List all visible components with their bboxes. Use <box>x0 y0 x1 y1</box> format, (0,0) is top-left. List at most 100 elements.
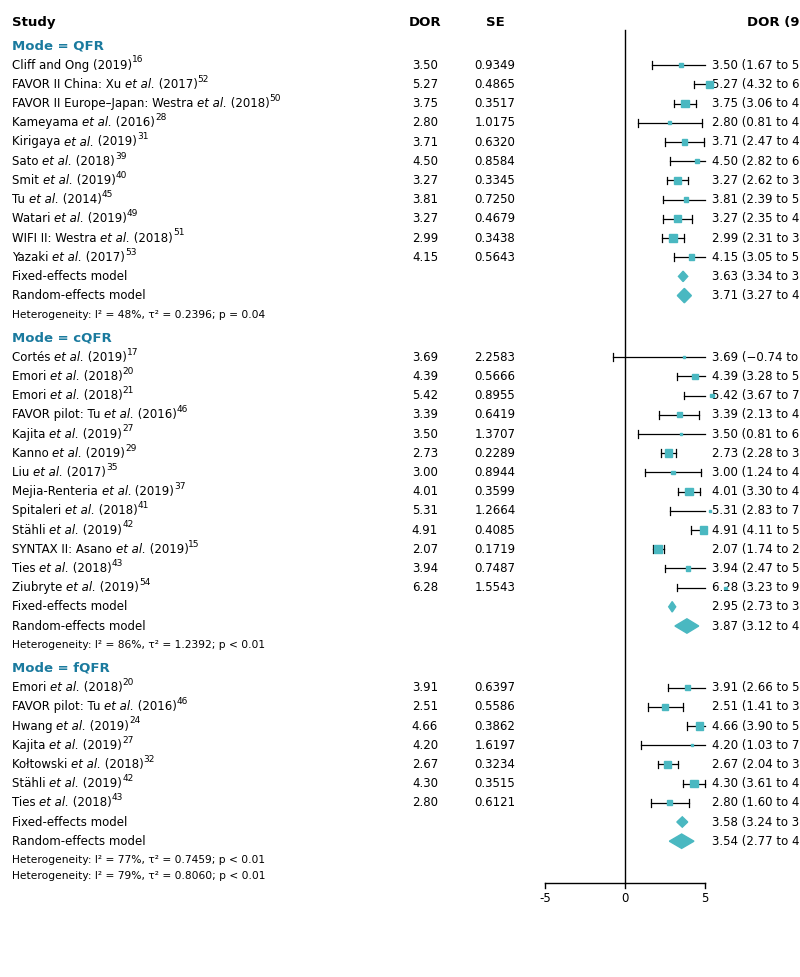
Text: FAVOR II China: Xu: FAVOR II China: Xu <box>12 78 125 91</box>
Text: 4.01: 4.01 <box>412 486 438 498</box>
Text: 3.39: 3.39 <box>412 408 438 421</box>
Text: 0.5586: 0.5586 <box>474 701 515 713</box>
Text: et al.: et al. <box>56 719 86 733</box>
Text: (2019): (2019) <box>79 428 122 441</box>
Bar <box>685 685 690 690</box>
Text: 27: 27 <box>122 736 134 744</box>
Text: et al.: et al. <box>54 212 84 226</box>
Text: 3.71 (2.47 to 4.95): 3.71 (2.47 to 4.95) <box>712 136 800 149</box>
Text: 3.75: 3.75 <box>412 97 438 110</box>
Text: Yazaki: Yazaki <box>12 251 52 264</box>
Text: (2018): (2018) <box>80 389 122 403</box>
Text: 37: 37 <box>174 482 186 490</box>
Text: 3.69 (−0.74 to 8.12): 3.69 (−0.74 to 8.12) <box>712 351 800 363</box>
Text: 3.50 (0.81 to 6.18): 3.50 (0.81 to 6.18) <box>712 428 800 441</box>
Text: 5.42: 5.42 <box>412 389 438 403</box>
Text: et al.: et al. <box>42 174 73 187</box>
Text: Tu: Tu <box>12 193 29 206</box>
Text: (2018): (2018) <box>80 681 122 694</box>
Text: 3.75 (3.06 to 4.44): 3.75 (3.06 to 4.44) <box>712 97 800 110</box>
Text: (2019): (2019) <box>84 351 127 363</box>
Text: et al.: et al. <box>29 193 58 206</box>
Text: (2016): (2016) <box>134 408 177 421</box>
Text: 45: 45 <box>102 190 113 199</box>
Text: 0.8584: 0.8584 <box>474 154 515 168</box>
Text: 31: 31 <box>137 132 148 142</box>
Text: 42: 42 <box>122 774 134 783</box>
Text: 20: 20 <box>122 678 134 687</box>
Text: 0.6397: 0.6397 <box>474 681 515 694</box>
Text: (2019): (2019) <box>79 524 122 536</box>
Text: 0.5666: 0.5666 <box>474 370 515 383</box>
Text: 0.3438: 0.3438 <box>474 232 515 244</box>
Text: 3.63 (3.34 to 3.92): 3.63 (3.34 to 3.92) <box>712 270 800 283</box>
Text: 6.28: 6.28 <box>412 581 438 594</box>
Text: 2.07: 2.07 <box>412 542 438 556</box>
Text: 2.80 (0.81 to 4.80): 2.80 (0.81 to 4.80) <box>712 116 800 129</box>
Text: 15: 15 <box>188 539 200 548</box>
Text: 5.42 (3.67 to 7.18): 5.42 (3.67 to 7.18) <box>712 389 800 403</box>
Text: (2017): (2017) <box>155 78 198 91</box>
Text: (2018): (2018) <box>227 97 270 110</box>
Text: FAVOR pilot: Tu: FAVOR pilot: Tu <box>12 701 104 713</box>
Text: DOR: DOR <box>409 16 442 28</box>
Text: Heterogeneity: I² = 48%, τ² = 0.2396; p = 0.04: Heterogeneity: I² = 48%, τ² = 0.2396; p … <box>12 310 266 319</box>
Text: Ziubryte: Ziubryte <box>12 581 66 594</box>
Bar <box>683 357 685 359</box>
Text: et al.: et al. <box>39 796 70 809</box>
Text: 6.28 (3.23 to 9.33): 6.28 (3.23 to 9.33) <box>712 581 800 594</box>
Text: Sato: Sato <box>12 154 42 168</box>
Text: 2.80 (1.60 to 4.00): 2.80 (1.60 to 4.00) <box>712 796 800 809</box>
Text: Heterogeneity: I² = 86%, τ² = 1.2392; p < 0.01: Heterogeneity: I² = 86%, τ² = 1.2392; p … <box>12 640 265 651</box>
Text: 2.80: 2.80 <box>412 116 438 129</box>
Text: Mode = cQFR: Mode = cQFR <box>12 331 112 345</box>
Text: 51: 51 <box>173 229 184 237</box>
Text: 0.6320: 0.6320 <box>474 136 515 149</box>
Text: 17: 17 <box>127 348 138 357</box>
Text: 3.50: 3.50 <box>412 59 438 71</box>
Text: 3.87 (3.12 to 4.61): 3.87 (3.12 to 4.61) <box>712 619 800 632</box>
Text: 1.6197: 1.6197 <box>474 739 516 751</box>
Text: 42: 42 <box>122 521 134 530</box>
Text: Kameyama: Kameyama <box>12 116 82 129</box>
Bar <box>696 722 703 730</box>
Text: (2018): (2018) <box>95 504 138 517</box>
Polygon shape <box>677 817 688 828</box>
Text: 2.07 (1.74 to 2.41): 2.07 (1.74 to 2.41) <box>712 542 800 556</box>
Text: 24: 24 <box>129 716 140 725</box>
Text: et al.: et al. <box>50 524 79 536</box>
Text: 0.2289: 0.2289 <box>474 446 515 460</box>
Text: Random-effects model: Random-effects model <box>12 834 146 848</box>
Text: 2.51 (1.41 to 3.60): 2.51 (1.41 to 3.60) <box>712 701 800 713</box>
Text: 0.5643: 0.5643 <box>474 251 515 264</box>
Text: 0.3862: 0.3862 <box>474 719 515 733</box>
Text: 3.94 (2.47 to 5.41): 3.94 (2.47 to 5.41) <box>712 562 800 574</box>
Text: et al.: et al. <box>50 370 80 383</box>
Polygon shape <box>670 834 694 848</box>
Text: 4.91: 4.91 <box>412 524 438 536</box>
Bar <box>674 215 681 222</box>
Bar <box>682 100 689 107</box>
Text: 46: 46 <box>177 698 188 706</box>
Text: et al.: et al. <box>50 681 80 694</box>
Bar <box>667 800 673 805</box>
Text: 3.58 (3.24 to 3.92): 3.58 (3.24 to 3.92) <box>712 816 800 828</box>
Polygon shape <box>669 602 676 612</box>
Text: 4.30: 4.30 <box>412 777 438 790</box>
Text: et al.: et al. <box>53 446 82 460</box>
Text: (2018): (2018) <box>80 370 122 383</box>
Text: Fixed-effects model: Fixed-effects model <box>12 600 127 614</box>
Text: 2.67: 2.67 <box>412 758 438 771</box>
Bar <box>700 527 707 533</box>
Text: 0.4085: 0.4085 <box>474 524 515 536</box>
Text: et al.: et al. <box>49 428 79 441</box>
Text: 52: 52 <box>198 74 209 84</box>
Text: 4.50 (2.82 to 6.18): 4.50 (2.82 to 6.18) <box>712 154 800 168</box>
Text: Cliff and Ong (2019): Cliff and Ong (2019) <box>12 59 132 71</box>
Text: 3.27 (2.35 to 4.18): 3.27 (2.35 to 4.18) <box>712 212 800 226</box>
Text: 1.0175: 1.0175 <box>474 116 515 129</box>
Text: (2018): (2018) <box>72 154 115 168</box>
Polygon shape <box>675 618 698 633</box>
Text: et al.: et al. <box>104 408 134 421</box>
Text: 2.99 (2.31 to 3.66): 2.99 (2.31 to 3.66) <box>712 232 800 244</box>
